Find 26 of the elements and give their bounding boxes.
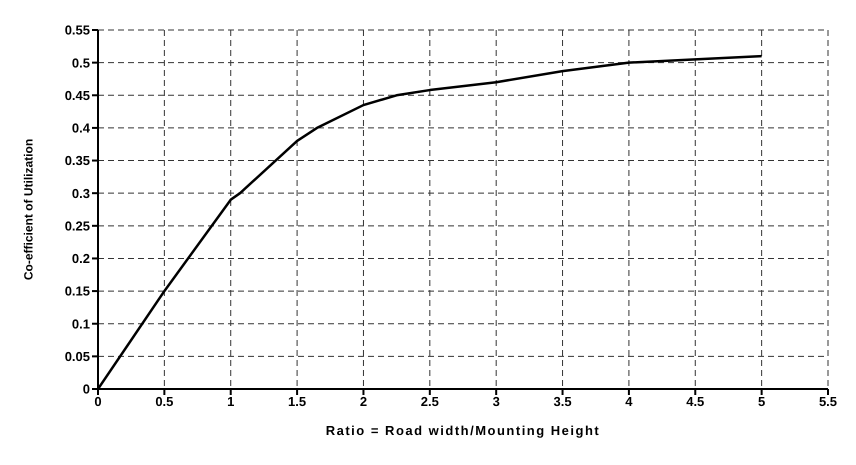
x-tick-label: 1.5 [288,394,306,410]
x-tick-label: 4 [625,394,634,410]
y-tick-label: 0.55 [64,22,90,38]
x-tick-label: 5.5 [818,394,838,410]
y-axis-title: Co-efficient of Utilization [21,138,36,280]
y-tick-label: 0.45 [64,88,90,103]
x-tick-label: 4.5 [686,394,704,410]
x-tick-label: 3.5 [554,394,572,410]
x-axis-title: Ratio = Road width/Mounting Height [326,423,600,438]
y-tick-label: 0.05 [64,348,90,364]
x-tick-label: 0 [94,394,102,410]
x-tick-label: 1 [227,394,234,410]
x-tick-label: 5 [758,394,766,410]
y-tick-label: 0.4 [72,120,91,136]
y-tick-label: 0.35 [64,153,90,168]
y-tick-label: 0.1 [72,316,90,332]
x-tick-label: 2 [360,394,368,410]
y-tick-label: 0.2 [72,251,90,266]
x-tick-label: 0.5 [155,394,174,410]
y-tick-label: 0.5 [72,55,90,70]
x-tick-label: 3 [492,394,500,410]
y-tick-label: 0 [82,382,90,397]
x-tick-label: 2.5 [420,394,439,410]
y-tick-label: 0.25 [64,218,90,234]
y-tick-label: 0.15 [64,284,90,299]
y-tick-label: 0.3 [72,186,90,201]
